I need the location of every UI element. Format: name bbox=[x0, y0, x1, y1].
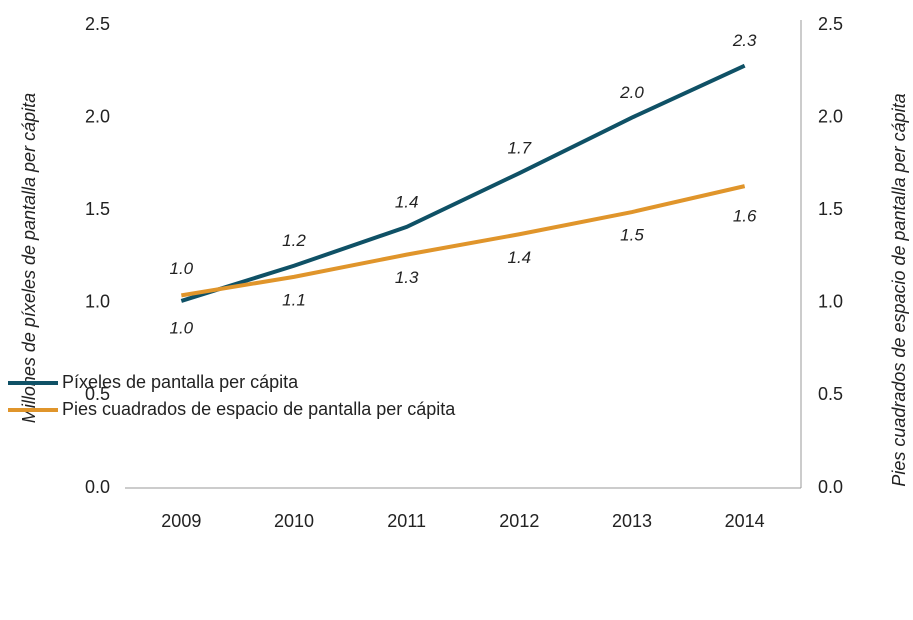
data-label: 1.4 bbox=[395, 192, 419, 211]
data-label: 1.0 bbox=[170, 259, 194, 278]
data-label: 1.0 bbox=[170, 318, 194, 337]
y2-tick-label: 0.0 bbox=[818, 477, 843, 497]
y-tick-label: 1.5 bbox=[85, 199, 110, 219]
x-tick-label: 2012 bbox=[499, 511, 539, 531]
y-tick-label: 1.0 bbox=[85, 292, 110, 312]
data-label: 1.4 bbox=[508, 248, 532, 267]
y-tick-label: 0.0 bbox=[85, 477, 110, 497]
y-tick-label: 2.5 bbox=[85, 14, 110, 34]
series-line bbox=[181, 184, 746, 298]
data-label: 1.5 bbox=[620, 226, 644, 245]
y2-tick-label: 0.5 bbox=[818, 384, 843, 404]
y-tick-label: 0.5 bbox=[85, 384, 110, 404]
data-label: 1.7 bbox=[508, 139, 532, 158]
x-tick-label: 2009 bbox=[161, 511, 201, 531]
data-label: 1.6 bbox=[733, 207, 757, 226]
data-label: 1.1 bbox=[282, 290, 306, 309]
x-tick-label: 2011 bbox=[387, 511, 426, 531]
y2-tick-label: 2.5 bbox=[818, 14, 843, 34]
y-tick-label: 2.0 bbox=[85, 106, 110, 126]
series-line bbox=[180, 63, 746, 303]
y2-tick-label: 1.5 bbox=[818, 199, 843, 219]
data-label: 1.2 bbox=[282, 231, 306, 250]
x-tick-label: 2013 bbox=[612, 511, 652, 531]
data-label: 2.3 bbox=[732, 31, 757, 50]
legend-label: Pies cuadrados de espacio de pantalla pe… bbox=[62, 399, 456, 419]
x-tick-label: 2014 bbox=[725, 511, 765, 531]
data-label: 1.3 bbox=[395, 268, 419, 287]
legend-label: Píxeles de pantalla per cápita bbox=[62, 372, 299, 392]
y2-axis-title: Pies cuadrados de espacio de pantalla pe… bbox=[889, 93, 909, 486]
y2-tick-label: 1.0 bbox=[818, 292, 843, 312]
y2-tick-label: 2.0 bbox=[818, 106, 843, 126]
data-label: 2.0 bbox=[619, 83, 644, 102]
x-tick-label: 2010 bbox=[274, 511, 314, 531]
y-axis-title: Millones de píxeles de pantalla per cápi… bbox=[19, 93, 39, 423]
